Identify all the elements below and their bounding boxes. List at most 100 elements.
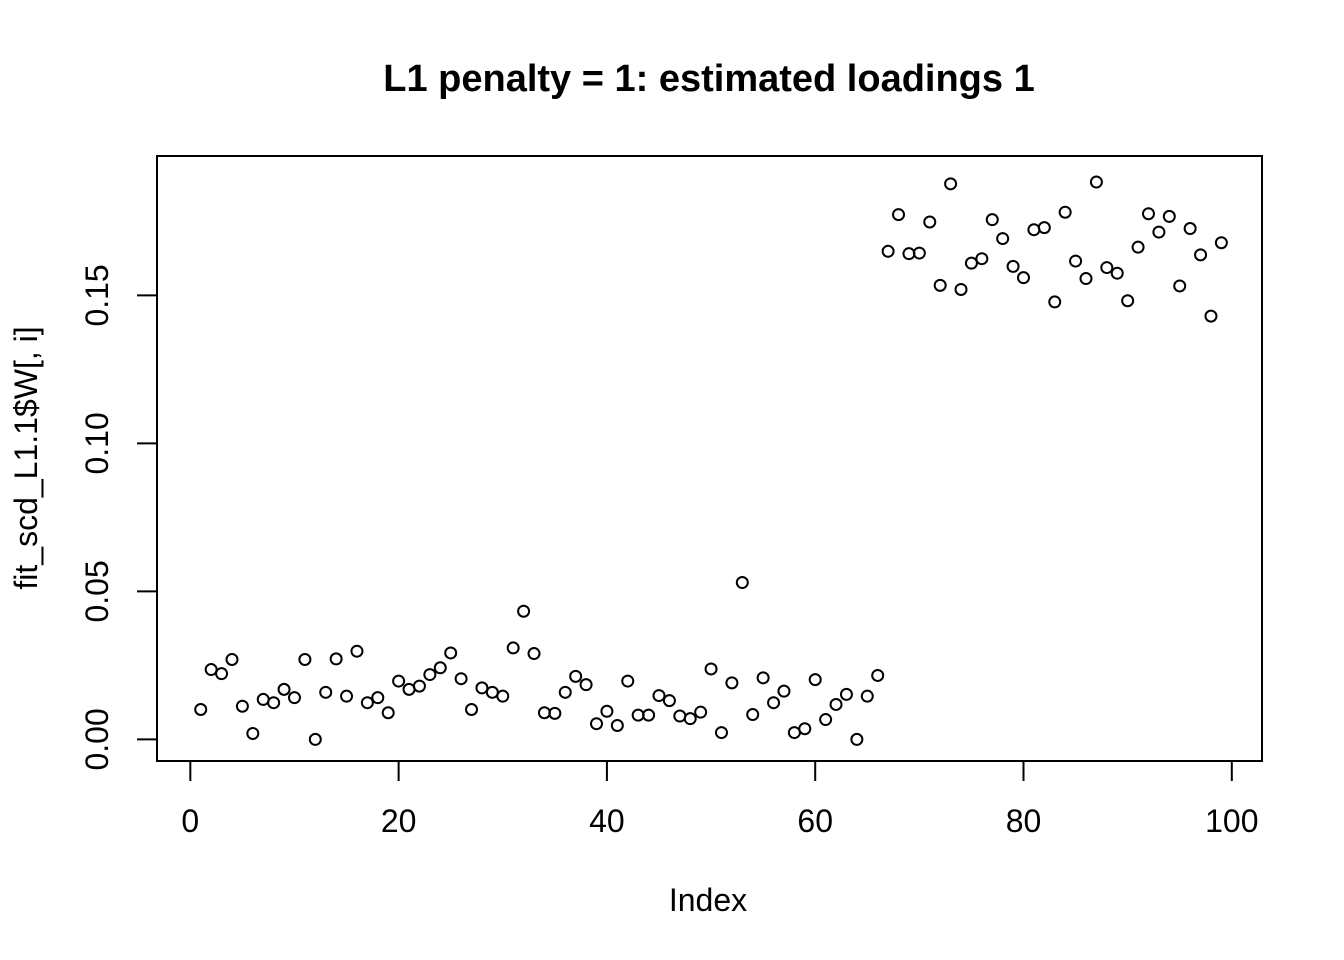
data-point [1204,309,1218,323]
data-point [579,678,593,692]
data-point [1058,205,1072,219]
data-point [1214,236,1228,250]
data-point [298,652,312,666]
data-point [631,708,645,722]
data-point [1100,261,1114,275]
data-point [517,604,531,618]
data-point [204,663,218,677]
data-point [923,215,937,229]
data-point [590,717,604,731]
y-tick-label: 0.15 [79,264,115,326]
x-tick-label: 40 [589,803,625,839]
data-point [225,652,239,666]
data-point [1037,221,1051,235]
data-points [194,175,1228,746]
data-point [652,689,666,703]
data-point [308,732,322,746]
data-point [1131,240,1145,254]
data-point [798,722,812,736]
data-point [506,641,520,655]
data-point [433,661,447,675]
data-point [256,692,270,706]
data-point [756,671,770,685]
data-point [985,213,999,227]
data-point [610,718,624,732]
data-point [735,576,749,590]
data-point [1121,294,1135,308]
data-point [819,713,833,727]
plot-box [156,155,1263,762]
data-point [360,696,374,710]
data-point [392,674,406,688]
data-point [423,668,437,682]
x-tick-label: 0 [181,803,199,839]
data-point [496,689,510,703]
data-point [892,208,906,222]
data-point [350,644,364,658]
data-point [215,667,229,681]
data-point [475,681,489,695]
y-tick-label: 0.00 [79,708,115,770]
data-point [527,647,541,661]
data-point [1017,271,1031,285]
data-point [975,252,989,266]
data-point [860,689,874,703]
plot-title: L1 penalty = 1: estimated loadings 1 [383,58,1034,100]
data-point [1069,254,1083,268]
data-point [340,689,354,703]
data-point [767,696,781,710]
data-point [1079,272,1093,286]
y-axis-label: fit_scd_L1.1$W[, i] [8,326,44,589]
data-point [1110,266,1124,280]
data-point [933,278,947,292]
data-point [267,696,281,710]
data-point [558,685,572,699]
data-point [725,676,739,690]
data-point [444,646,458,660]
x-axis-label: Index [669,882,747,918]
data-point [683,712,697,726]
data-point [454,672,468,686]
y-tick-label: 0.05 [79,560,115,622]
data-point [714,726,728,740]
data-point [746,708,760,722]
data-point [600,704,614,718]
data-point [1006,259,1020,273]
data-point [329,652,343,666]
data-point [871,668,885,682]
x-tick-label: 20 [381,803,417,839]
data-point [1173,279,1187,293]
data-point [1141,207,1155,221]
data-point [912,246,926,260]
data-point [246,726,260,740]
data-point [964,256,978,270]
data-point [1048,295,1062,309]
data-point [787,726,801,740]
x-tick-label: 100 [1205,803,1258,839]
data-point [569,669,583,683]
data-point [808,673,822,687]
data-point [1089,175,1103,189]
data-point [881,244,895,258]
data-point [485,685,499,699]
data-point [235,699,249,713]
x-tick-label: 60 [797,803,833,839]
data-point [412,679,426,693]
data-point [954,282,968,296]
data-point [548,706,562,720]
data-point [704,662,718,676]
data-point [642,708,656,722]
data-point [277,682,291,696]
data-point [371,691,385,705]
data-point [194,702,208,716]
data-point [996,232,1010,246]
data-point [402,682,416,696]
data-point [777,684,791,698]
data-point [465,702,479,716]
data-point [829,697,843,711]
data-point [944,177,958,191]
data-point [537,706,551,720]
y-tick-label: 0.10 [79,412,115,474]
data-point [1152,225,1166,239]
